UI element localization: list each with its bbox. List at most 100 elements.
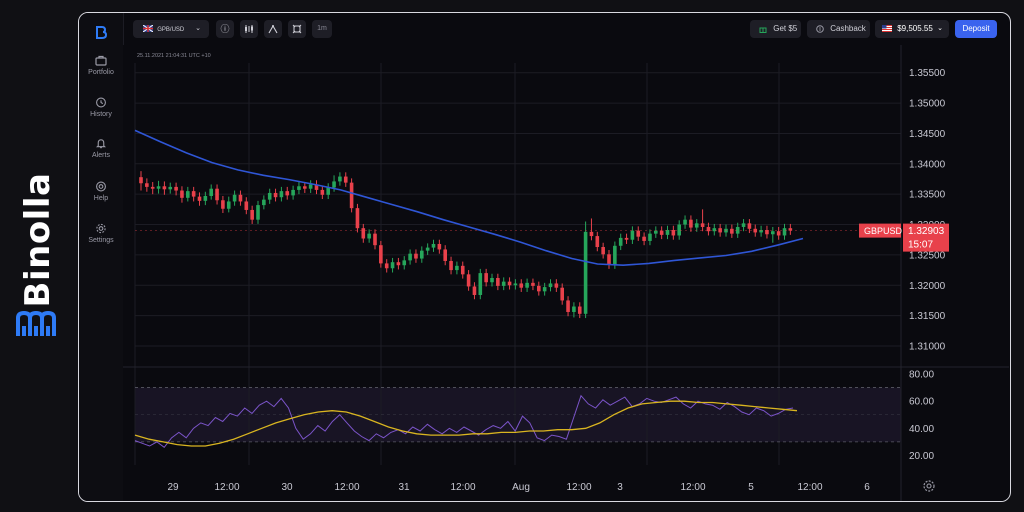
candle — [671, 230, 676, 236]
candle — [577, 306, 582, 314]
candle — [460, 265, 465, 275]
candle — [706, 226, 711, 232]
candle — [367, 233, 371, 239]
candle — [466, 274, 471, 287]
deposit-button[interactable]: Deposit — [955, 20, 997, 38]
candle — [221, 200, 225, 209]
price-tag-countdown: 15:07 — [908, 240, 933, 251]
candle — [256, 205, 260, 220]
candle — [595, 236, 600, 248]
candle — [314, 184, 319, 190]
candle — [496, 277, 500, 286]
candle — [238, 194, 243, 202]
candle — [186, 191, 190, 198]
rsi-tick-label: 60.00 — [909, 397, 934, 408]
candle — [735, 226, 740, 234]
candle — [420, 250, 424, 259]
time-tick-label: 12:00 — [214, 482, 239, 493]
sidebar-item-label: Alerts — [92, 152, 110, 159]
candle — [648, 233, 652, 241]
gear-inner — [926, 483, 932, 489]
uk-flag-icon — [143, 25, 153, 33]
candle — [332, 181, 336, 188]
candle — [291, 189, 295, 196]
time-tick-label: 30 — [281, 482, 293, 493]
candle — [759, 230, 763, 233]
app-window: Portfolio History Alerts Help Settings G… — [78, 12, 1011, 502]
candle — [145, 183, 149, 187]
toolbar: GPB/USD ⌄ ⓘ 1m Get $5 Cashback $9,505.55… — [123, 13, 1010, 45]
candle — [525, 282, 529, 288]
price-tick-label: 1.32500 — [909, 250, 946, 261]
candle — [478, 273, 483, 295]
indicator-icon — [268, 24, 278, 34]
sidebar-item-alerts[interactable]: Alerts — [79, 138, 123, 159]
gear-outer — [923, 480, 935, 492]
candle — [449, 260, 453, 271]
candle — [507, 281, 512, 286]
candle — [326, 187, 330, 195]
time-tick-label: 6 — [864, 482, 870, 493]
price-chart[interactable]: 25.11.2021 21:04:31 UTC +10 1.35500 1.3500… — [123, 45, 1009, 501]
candle — [384, 263, 389, 269]
candle — [285, 191, 290, 196]
rsi-tick-label: 80.00 — [909, 370, 934, 381]
sidebar-item-history[interactable]: History — [79, 97, 123, 118]
brand-logo-icon — [16, 310, 56, 336]
drawing-tool-icon — [292, 24, 302, 34]
rsi-tick-label: 20.00 — [909, 451, 934, 462]
candle — [226, 201, 231, 209]
info-button[interactable]: ⓘ — [216, 20, 234, 38]
candle — [776, 231, 781, 236]
coin-icon — [816, 25, 824, 33]
candle — [601, 247, 605, 255]
candle — [203, 195, 208, 201]
get-bonus-button[interactable]: Get $5 — [750, 20, 801, 38]
briefcase-icon — [95, 55, 107, 66]
candle — [431, 243, 436, 248]
time-tick-label: 12:00 — [334, 482, 359, 493]
get-bonus-label: Get $5 — [773, 24, 798, 33]
indicators-button[interactable] — [264, 20, 282, 38]
chart-settings-gear-icon[interactable] — [923, 480, 935, 492]
sidebar-item-portfolio[interactable]: Portfolio — [79, 55, 123, 76]
sidebar-item-label: Portfolio — [88, 69, 114, 76]
asset-selector[interactable]: GPB/USD ⌄ — [133, 20, 209, 38]
candle — [174, 186, 178, 191]
candle — [139, 177, 143, 184]
candle — [414, 253, 418, 259]
cashback-button[interactable]: Cashback — [807, 20, 870, 38]
balance-selector[interactable]: $9,505.55 ⌄ — [875, 20, 949, 38]
price-tag — [903, 223, 949, 252]
time-tick-label: 12:00 — [450, 482, 475, 493]
time-tick-label: 12:00 — [566, 482, 591, 493]
candle — [782, 228, 787, 236]
candle — [338, 176, 342, 182]
candle — [718, 228, 722, 233]
sidebar-item-label: History — [90, 111, 112, 118]
time-tick-label: 31 — [398, 482, 410, 493]
balance-amount: $9,505.55 — [897, 24, 933, 33]
candle — [472, 286, 477, 295]
candle — [665, 230, 670, 235]
timeframe-button[interactable]: 1m — [312, 20, 332, 38]
price-tick-label: 1.32000 — [909, 281, 946, 292]
rsi-line — [134, 394, 794, 448]
chart-type-button[interactable] — [240, 20, 258, 38]
sidebar-item-help[interactable]: Help — [79, 181, 123, 202]
candle — [361, 228, 366, 239]
candle — [250, 209, 254, 220]
time-tick-label: 5 — [748, 482, 754, 493]
candle — [636, 230, 641, 237]
sidebar-item-settings[interactable]: Settings — [79, 223, 123, 244]
app-logo-icon[interactable] — [94, 25, 108, 39]
gift-icon — [759, 27, 767, 33]
brand-wordmark: Binolla — [18, 172, 58, 308]
candle — [613, 245, 617, 265]
candles-icon — [245, 25, 253, 33]
price-tick-label: 1.34500 — [909, 129, 946, 140]
rsi-tick-label: 40.00 — [909, 424, 934, 435]
candle — [191, 191, 196, 197]
drawing-tools-button[interactable] — [288, 20, 306, 38]
us-flag-icon — [882, 25, 892, 33]
